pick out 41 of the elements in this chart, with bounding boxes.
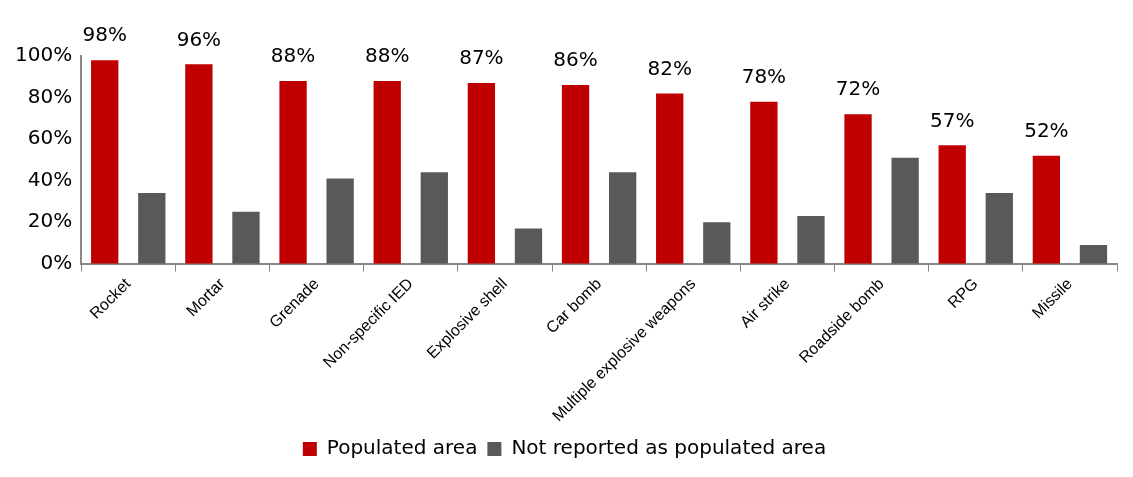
bar (514, 228, 543, 264)
data-label: 87% (459, 45, 504, 70)
y-tick-label: 20% (27, 208, 73, 233)
data-label: 72% (835, 76, 881, 101)
data-label: 86% (553, 47, 598, 72)
bar (844, 114, 872, 264)
bar (891, 157, 919, 264)
bar (232, 211, 260, 264)
y-tick-label: 100% (14, 42, 73, 67)
legend-label: Populated area (326, 435, 478, 460)
bar (326, 178, 354, 264)
bar (938, 145, 966, 264)
bar (138, 193, 166, 264)
bar (797, 215, 825, 264)
y-tick-label: 60% (27, 125, 73, 150)
y-tick-label: 0% (40, 249, 73, 274)
bar (91, 60, 119, 264)
y-tick-label: 80% (27, 83, 73, 108)
data-label: 52% (1024, 117, 1069, 142)
bar (656, 93, 684, 264)
bar (185, 64, 213, 264)
bar (985, 193, 1013, 264)
bar (373, 80, 401, 264)
bar (467, 83, 496, 264)
data-label: 98% (82, 22, 127, 47)
data-label: 82% (647, 55, 692, 80)
data-label: 78% (741, 63, 787, 88)
bar (561, 85, 590, 264)
bar (1079, 245, 1108, 264)
data-label: 88% (364, 43, 410, 68)
data-label: 96% (176, 26, 222, 51)
bar (608, 172, 637, 264)
y-tick-label: 40% (27, 166, 73, 191)
bar (420, 172, 448, 264)
bar (703, 222, 731, 264)
data-label: 88% (270, 43, 316, 68)
bar (1032, 155, 1061, 264)
bar (750, 101, 778, 264)
data-label: 57% (929, 107, 975, 132)
legend-label: Not reported as populated area (511, 435, 827, 460)
bar (279, 80, 307, 264)
